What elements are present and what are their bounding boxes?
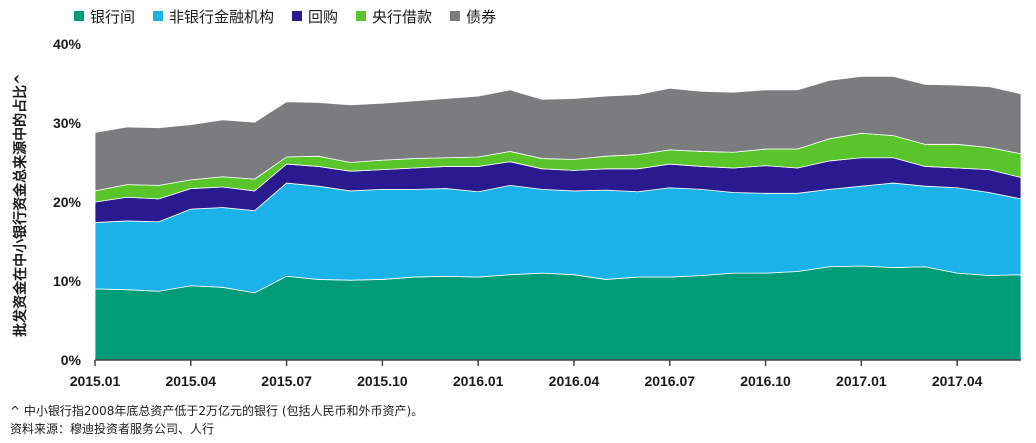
x-tick-label: 2017.01 [836,373,887,389]
legend-item-4: 债券 [450,6,496,27]
legend-label: 债券 [466,7,497,26]
source-note: 资料来源：穆迪投资者服务公司、人行 [10,422,215,436]
legend-swatch [356,11,367,21]
y-tick-label: 10% [53,273,82,289]
legend-label: 央行借款 [372,7,433,26]
y-axis-ticks: 0% 10% 20% 30% 40% [53,36,82,368]
x-tick-label: 2015.01 [70,373,121,389]
x-tick-label: 2015.10 [357,373,408,389]
x-tick-label: 2017.04 [932,373,983,389]
legend: 银行间 非银行金融机构 回购 央行借款 债券 [74,5,496,27]
legend-label: 非银行金融机构 [169,7,275,26]
y-tick-label: 0% [61,352,82,368]
area-series-group [94,75,1022,361]
legend-swatch [292,11,303,21]
x-tick-label: 2015.07 [261,373,312,389]
y-tick-label: 30% [53,115,82,131]
y-axis-label: 批发资金在中小银行资金总来源中的占比^ [13,73,29,337]
y-tick-label: 20% [53,194,82,210]
x-tick-label: 2016.10 [740,373,791,389]
legend-item-3: 央行借款 [356,6,432,27]
x-tick-label: 2015.04 [165,373,216,389]
x-tick-label: 2016.07 [644,373,695,389]
x-axis-ticks: 2015.01 2015.04 2015.07 2015.10 2016.01 2016.… [70,360,983,389]
x-tick-label: 2016.04 [549,373,600,389]
footnote: ^ 中小银行指2008年底总资产低于2万亿元的银行 (包括人民币和外币资产)。 [10,404,424,418]
legend-swatch [153,11,164,21]
legend-item-2: 回购 [292,6,338,27]
y-tick-label: 40% [53,36,82,52]
area-series-4 [94,75,1022,192]
legend-swatch [450,11,461,21]
legend-item-0: 银行间 [74,6,135,27]
x-tick-label: 2016.01 [453,373,504,389]
legend-swatch [74,11,84,21]
legend-label: 银行间 [90,7,136,26]
legend-item-1: 非银行金融机构 [153,6,274,27]
legend-label: 回购 [308,7,339,26]
